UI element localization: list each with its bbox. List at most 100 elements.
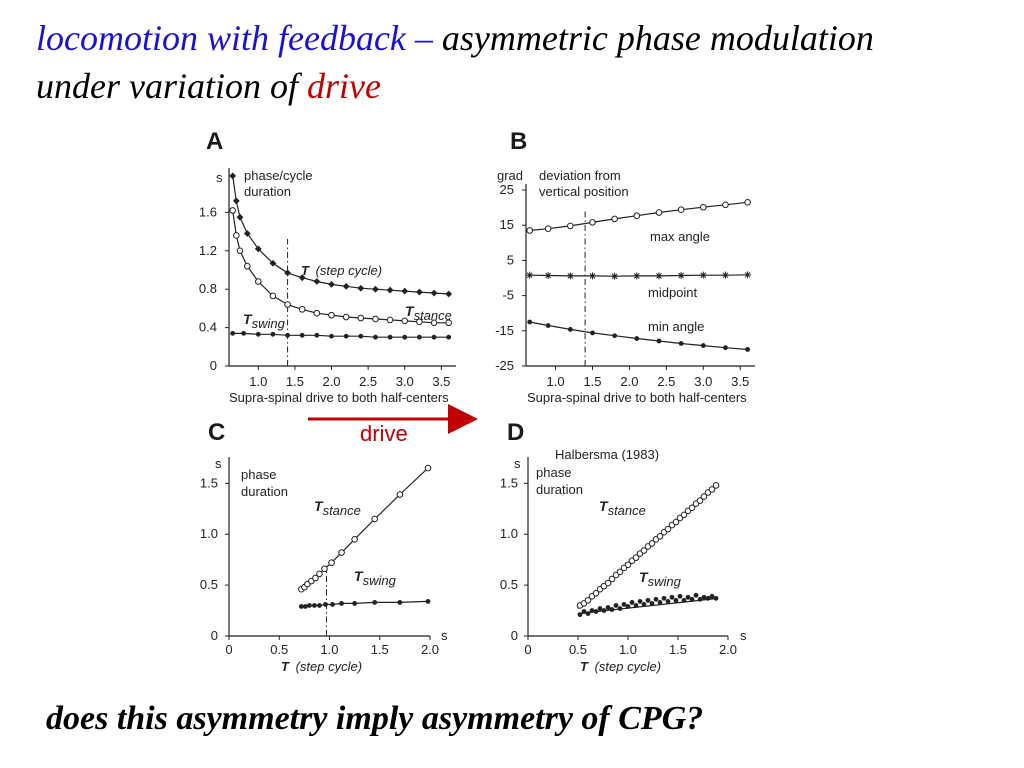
data-point xyxy=(445,319,452,327)
data-point xyxy=(592,589,600,597)
data-point xyxy=(339,601,344,606)
data-point xyxy=(566,272,574,280)
data-point xyxy=(655,272,663,280)
data-point xyxy=(696,497,704,504)
data-point xyxy=(585,611,591,617)
panel-a-tswing-label: Tswing xyxy=(243,311,286,331)
panel-d-tswing-label: Tswing xyxy=(639,569,682,589)
data-point xyxy=(661,595,667,601)
x-tick-label: 0 xyxy=(225,642,232,657)
data-point xyxy=(431,334,437,340)
series-0 xyxy=(576,482,720,609)
panel-a-tstance-label: Tstance xyxy=(405,303,452,323)
series-line xyxy=(232,332,449,338)
data-point xyxy=(284,301,291,308)
data-point xyxy=(723,345,728,351)
data-point xyxy=(677,206,685,214)
data-point xyxy=(342,313,350,321)
data-point xyxy=(653,596,659,602)
panel-a-t-label: T (step cycle) xyxy=(301,263,382,278)
data-point xyxy=(416,334,422,340)
x-tick-label: 1.5 xyxy=(669,642,687,657)
x-tick-label: 3.5 xyxy=(432,374,450,389)
y-tick-label: -15 xyxy=(495,323,514,338)
data-point xyxy=(358,333,364,339)
data-point xyxy=(745,347,751,352)
data-point xyxy=(633,212,641,219)
data-point xyxy=(445,290,453,298)
y-tick-label: 1.0 xyxy=(500,526,518,541)
x-tick-label: 1.5 xyxy=(583,374,601,389)
data-point xyxy=(397,600,403,605)
data-point xyxy=(640,547,648,554)
data-point xyxy=(415,288,423,296)
data-point xyxy=(386,316,394,324)
data-point xyxy=(625,604,631,609)
data-point xyxy=(285,332,290,338)
x-tick-label: 0 xyxy=(524,642,531,657)
x-tick-label: 2.0 xyxy=(421,642,439,657)
data-point xyxy=(604,579,612,587)
data-point xyxy=(641,602,647,607)
x-tick-label: 1.5 xyxy=(286,374,304,389)
panel-d: D Halbersma (1983) s phase duration s T … xyxy=(507,419,747,674)
data-point xyxy=(312,574,319,582)
title-part-black: asymmetric phase modulation xyxy=(432,18,874,58)
x-tick-label: 3.0 xyxy=(396,374,414,389)
panel-d-note-2: duration xyxy=(536,482,583,497)
data-point xyxy=(593,609,599,614)
data-point xyxy=(316,570,323,578)
data-point xyxy=(298,274,306,282)
x-tick-label: 3.0 xyxy=(694,374,712,389)
data-point xyxy=(329,333,334,339)
data-point xyxy=(589,219,596,226)
data-point xyxy=(633,603,639,608)
data-point xyxy=(244,262,251,270)
data-point xyxy=(609,607,615,612)
data-point xyxy=(416,318,423,326)
series-0 xyxy=(526,199,751,234)
slide-question: does this asymmetry imply asymmetry of C… xyxy=(46,700,704,737)
data-point xyxy=(307,603,312,608)
x-tick-label: 1.0 xyxy=(320,642,338,657)
data-point xyxy=(700,343,706,348)
data-point xyxy=(581,609,587,614)
data-point xyxy=(713,595,719,601)
data-point xyxy=(672,518,680,526)
data-point xyxy=(351,536,358,543)
data-point xyxy=(645,597,651,603)
data-point xyxy=(328,559,335,567)
panel-b-y-unit: grad xyxy=(497,168,523,183)
data-point xyxy=(229,172,237,180)
series-0 xyxy=(229,172,453,298)
data-point xyxy=(372,315,379,323)
data-point xyxy=(669,594,675,600)
data-point xyxy=(634,336,640,341)
data-point xyxy=(613,603,619,608)
data-point xyxy=(656,338,662,344)
x-tick-label: 3.5 xyxy=(731,374,749,389)
panel-a-plot: 1.0 1.5 2.0 2.5 3.0 3.5 0 0.4 0.8 1.2 1.6 xyxy=(199,168,456,389)
drive-arrow-label: drive xyxy=(360,421,408,446)
series-1 xyxy=(229,207,452,327)
x-tick-label: 0.5 xyxy=(569,642,587,657)
slide-title: locomotion with feedback – asymmetric ph… xyxy=(36,14,996,110)
data-point xyxy=(321,565,328,573)
data-point xyxy=(527,319,533,325)
panel-d-x-label: T (step cycle) xyxy=(580,659,661,674)
data-point xyxy=(544,225,552,233)
data-point xyxy=(588,272,596,280)
panel-b-note-2: vertical position xyxy=(539,184,629,199)
data-point xyxy=(357,284,365,292)
data-point xyxy=(617,606,623,611)
data-point xyxy=(590,330,595,336)
data-point xyxy=(567,222,574,230)
data-point xyxy=(656,532,664,540)
data-point xyxy=(284,269,291,277)
series-fit-line xyxy=(577,597,719,615)
y-tick-label: 1.0 xyxy=(200,526,218,541)
panel-c-letter: C xyxy=(208,419,225,446)
panel-d-y-unit: s xyxy=(514,456,521,471)
data-point xyxy=(633,272,641,280)
data-point xyxy=(386,286,394,294)
